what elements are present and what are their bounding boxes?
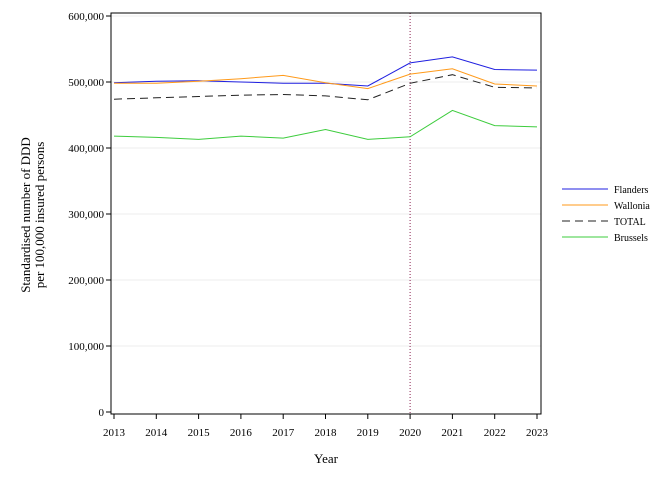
x-tick-label: 2021	[441, 427, 463, 439]
x-tick-label: 2022	[484, 427, 506, 439]
x-tick-label: 2023	[526, 427, 549, 439]
x-tick-label: 2015	[188, 427, 211, 439]
y-axis-title: Standardised number of DDD per 100,000 i…	[18, 137, 47, 293]
y-tick-label: 0	[99, 407, 105, 419]
x-tick-label: 2017	[272, 427, 295, 439]
legend-label-brussels: Brussels	[614, 233, 648, 244]
y-axis: 0 100,000 200,000 300,000 400,000 500,000 600,…	[68, 11, 111, 419]
series-line-flanders	[113, 56, 538, 87]
x-axis: 2013 2014 2015 2016 2017 2018 2019 2020 2021 2022…	[103, 414, 549, 439]
y-tick-label: 400,000	[68, 143, 104, 155]
y-axis-title-line-1: Standardised number of DDD	[18, 137, 33, 293]
x-tick-label: 2019	[357, 427, 380, 439]
legend: Flanders Wallonia TOTAL Brussels	[562, 185, 650, 244]
y-tick-label: 300,000	[68, 209, 104, 221]
x-tick-label: 2016	[230, 427, 253, 439]
gridlines	[111, 15, 541, 347]
series-line-wallonia	[114, 68, 538, 90]
y-tick-label: 600,000	[68, 11, 104, 23]
x-axis-title: Year	[314, 451, 339, 466]
x-tick-label: 2013	[103, 427, 126, 439]
legend-label-total: TOTAL	[614, 217, 646, 228]
y-tick-label: 200,000	[68, 275, 104, 287]
y-axis-title-line-2: per 100,000 insured persons	[32, 142, 47, 289]
series-line-brussels	[113, 109, 538, 140]
series-line-total	[113, 74, 538, 101]
x-tick-label: 2020	[399, 427, 422, 439]
y-tick-label: 500,000	[68, 77, 104, 89]
x-tick-label: 2014	[145, 427, 168, 439]
x-tick-label: 2018	[315, 427, 338, 439]
legend-label-flanders: Flanders	[614, 185, 649, 196]
y-tick-label: 100,000	[68, 341, 104, 353]
legend-label-wallonia: Wallonia	[614, 201, 650, 212]
series-lines	[113, 56, 538, 140]
